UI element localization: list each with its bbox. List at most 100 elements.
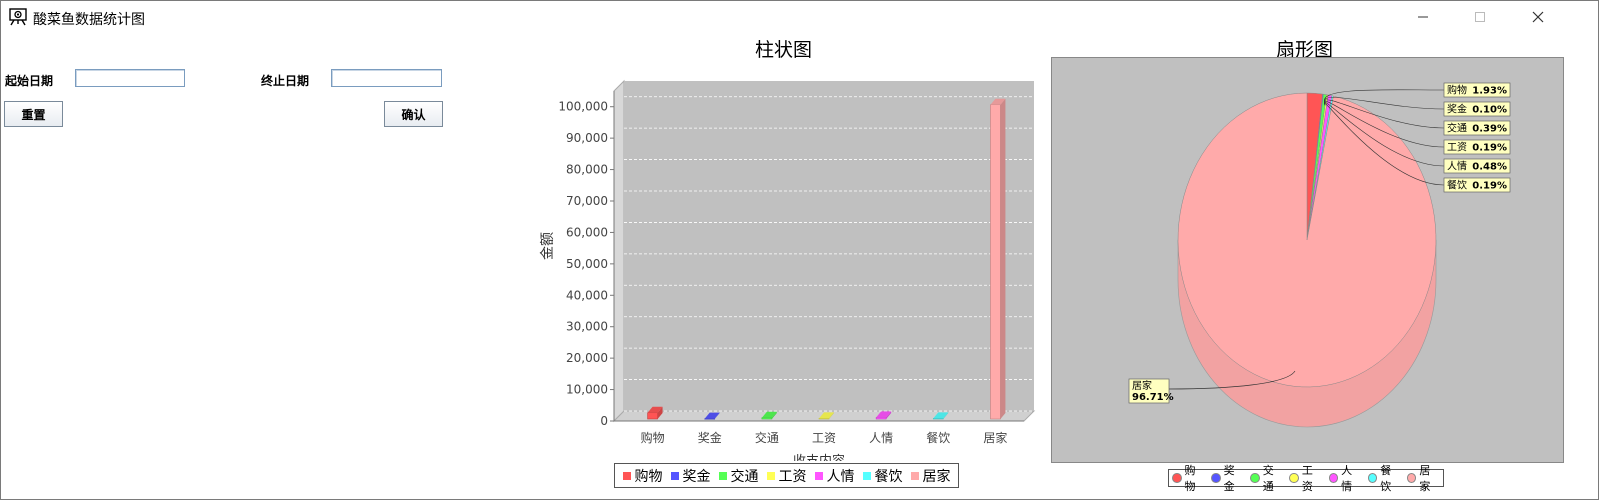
legend-item: 奖金 [1211, 462, 1244, 494]
pie-label-value: 0.39% [1472, 124, 1507, 135]
legend-swatch [766, 471, 775, 480]
legend-label: 工资 [1301, 464, 1313, 493]
pie-label-name: 人情 [1447, 160, 1467, 173]
bar-side [657, 406, 663, 419]
bar-top [990, 98, 1006, 105]
y-tick-label: 40,000 [566, 288, 608, 302]
confirm-button[interactable]: 确认 [384, 101, 443, 127]
y-tick-label: 0 [600, 414, 608, 428]
bar-top [876, 411, 892, 418]
bar-top [704, 412, 720, 419]
pie-label-name: 交通 [1447, 122, 1467, 135]
pie-label-connector [1324, 102, 1445, 167]
bar-front [704, 418, 716, 420]
legend-item: 工资 [1289, 462, 1322, 494]
legend-swatch [1406, 473, 1417, 483]
close-button[interactable] [1515, 1, 1561, 33]
y-tick-label: 30,000 [566, 320, 608, 334]
bar-side [1000, 98, 1006, 419]
legend-label: 居家 [1419, 464, 1431, 493]
pie-label-connector [1324, 89, 1445, 104]
legend-label: 人情 [826, 468, 855, 485]
bar [647, 406, 663, 420]
y-tick-label: 50,000 [566, 257, 608, 271]
legend-item: 居家 [1406, 462, 1440, 494]
pie-label-box [1443, 101, 1511, 117]
legend-item: 人情 [1328, 462, 1362, 494]
pie-label-connector [1168, 370, 1296, 390]
pie-chart-legend: 购物 奖金 交通 工资 人情 餐饮 居家 [1168, 464, 1444, 493]
bar-front [761, 417, 773, 420]
legend-item: 购物 [622, 466, 663, 486]
maximize-button[interactable] [1457, 1, 1503, 33]
legend-swatch [718, 471, 727, 480]
legend-swatch [862, 471, 871, 480]
pie-label-connector [1324, 101, 1445, 148]
window-title: 酸菜鱼数据统计图 [33, 12, 145, 28]
bar-chart-title: 柱状图 [755, 39, 813, 61]
end-date-label: 终止日期 [261, 74, 310, 88]
minimize-button[interactable] [1400, 1, 1446, 33]
bar-chart-legend: 购物 奖金 交通 工资 人情 餐饮 居家 [614, 463, 959, 488]
legend-swatch [814, 471, 823, 480]
start-date-label: 起始日期 [5, 74, 54, 88]
bar-side [943, 412, 949, 419]
x-tick-label: 奖金 [698, 430, 722, 445]
bar [990, 98, 1006, 420]
legend-item: 人情 [814, 466, 855, 486]
pie-label-box [1443, 82, 1511, 98]
bar [818, 412, 834, 420]
bar [761, 411, 777, 420]
y-tick-label: 90,000 [566, 131, 608, 145]
legend-item: 购物 [1172, 462, 1205, 494]
bar-side [771, 411, 777, 419]
pie-label-name: 居家 [1132, 379, 1152, 392]
pie-label-value: 96.71% [1132, 392, 1174, 403]
close-icon [1532, 11, 1544, 23]
bar-side [714, 412, 720, 419]
legend-label: 奖金 [682, 468, 711, 485]
legend-item: 餐饮 [862, 466, 903, 486]
legend-label: 购物 [634, 468, 663, 485]
reset-button[interactable]: 重置 [4, 101, 63, 127]
pie-label-connector [1324, 102, 1445, 186]
legend-item: 居家 [910, 466, 951, 486]
title-bar: 酸菜鱼数据统计图 [1, 1, 1598, 33]
bar-chart: 0 10,000 20,000 30,000 40,000 50,000 60,000 70,… [540, 79, 1036, 461]
bar-front [875, 417, 887, 420]
bar [932, 412, 949, 420]
x-tick-label: 购物 [641, 430, 665, 445]
pie-label-box [1443, 139, 1511, 155]
pie-chart: 购物 1.93% 奖金 0.10% 交通 0.39% 工资 0.19% 人情 0.48% 餐饮 0.1… [1051, 57, 1564, 463]
legend-label: 工资 [778, 468, 807, 485]
pie-label-name: 工资 [1447, 142, 1467, 154]
legend-label: 交通 [730, 468, 759, 485]
pie-label-name: 餐饮 [1447, 179, 1467, 192]
easel-icon [9, 8, 27, 26]
pie-label-name: 奖金 [1447, 103, 1467, 116]
legend-item: 交通 [1250, 462, 1283, 494]
bar-top [819, 412, 834, 419]
pie-chart-title: 扇形图 [1276, 39, 1334, 61]
legend-swatch [1250, 473, 1260, 483]
legend-item: 工资 [766, 466, 807, 486]
pie-label-box [1443, 177, 1511, 193]
legend-label: 奖金 [1223, 464, 1235, 493]
pie-label-name: 购物 [1447, 84, 1467, 97]
end-date-input[interactable] [331, 69, 442, 87]
bar-top [647, 406, 663, 413]
legend-swatch [1172, 473, 1182, 483]
legend-swatch [622, 471, 631, 480]
bar-front [818, 418, 830, 420]
bar-front [990, 104, 1001, 420]
bar-front [932, 418, 944, 420]
start-date-input[interactable] [75, 69, 185, 87]
maximize-icon [1475, 12, 1485, 22]
minimize-icon [1418, 16, 1428, 18]
y-tick-label: 10,000 [566, 383, 608, 397]
bar [704, 412, 720, 420]
plot-background [624, 81, 1034, 411]
pie-label-value: 0.48% [1472, 162, 1507, 173]
pie-label-connector [1324, 97, 1445, 110]
